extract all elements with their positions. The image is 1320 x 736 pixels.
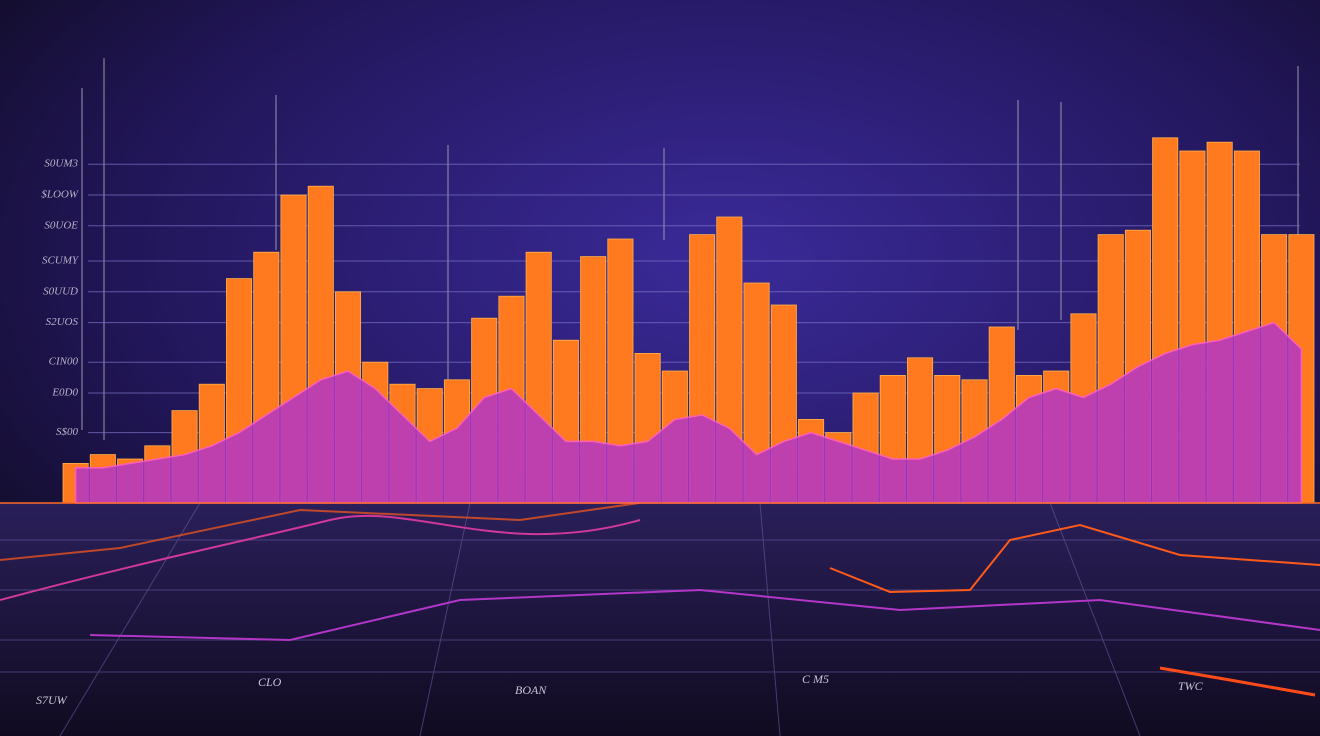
floor-lines [0, 499, 1320, 697]
y-tick-label: S0UUD [43, 285, 78, 297]
area [74, 321, 1303, 504]
floor [0, 503, 1320, 736]
y-tick-label: CIN00 [49, 356, 79, 368]
annotation: C M5 [802, 672, 829, 686]
y-tick-label: S0UM3 [44, 158, 78, 170]
annotation: TWC [1178, 679, 1204, 693]
annotation: BOAN [515, 683, 547, 697]
y-tick-label: S$00 [56, 426, 79, 438]
y-tick-label: $LOOW [41, 189, 79, 201]
y-tick-label: S0UOE [44, 219, 78, 231]
annotation: S7UW [36, 693, 68, 707]
y-tick-label: S2UOS [46, 316, 79, 328]
y-tick-label: SCUMY [42, 255, 80, 267]
y-tick-label: E0D0 [51, 387, 78, 399]
floor-grid [0, 502, 1320, 736]
plot-area [62, 137, 1315, 504]
annotation: CLO [258, 675, 282, 689]
